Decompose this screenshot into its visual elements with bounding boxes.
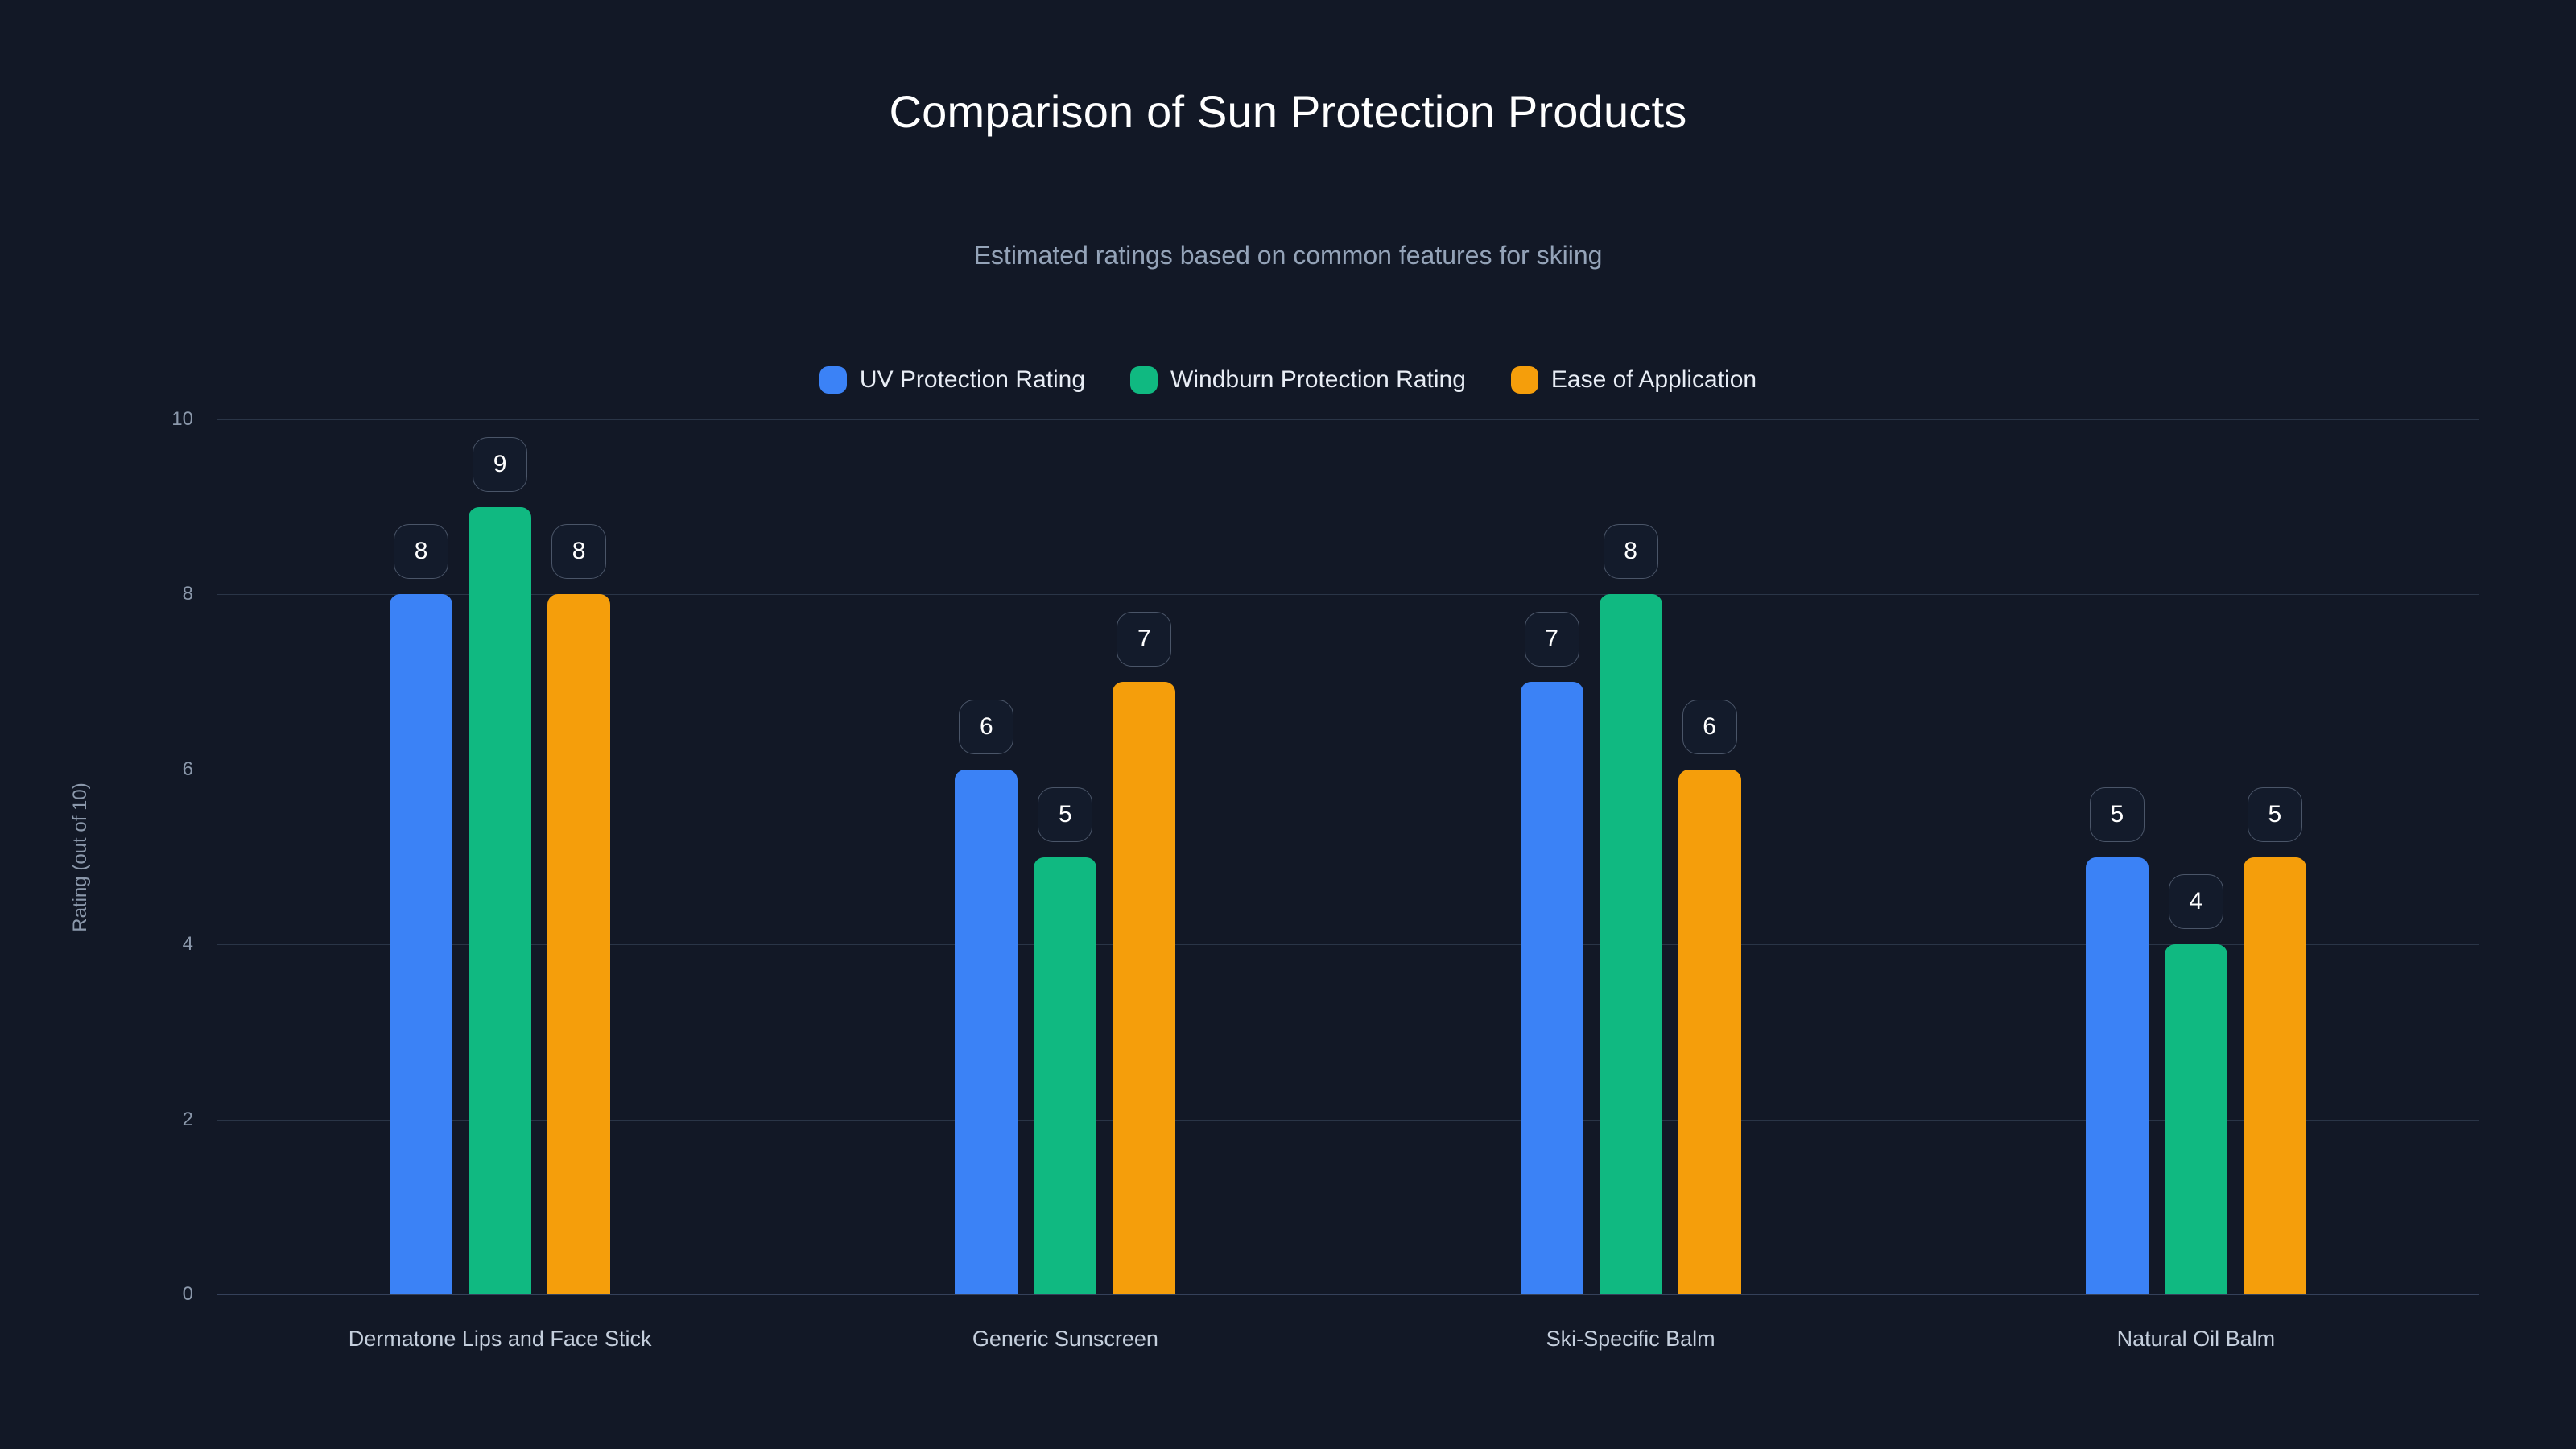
chart-title: Comparison of Sun Protection Products (889, 86, 1687, 137)
y-tick-label: 2 (182, 1108, 193, 1130)
y-tick-label: 0 (182, 1283, 193, 1305)
y-axis-title: Rating (out of 10) (69, 782, 91, 932)
bar[interactable] (2164, 944, 2227, 1294)
x-category-label: Dermatone Lips and Face Stick (348, 1327, 652, 1351)
legend-item-0[interactable]: UV Protection Rating (819, 366, 1085, 394)
gridline (217, 944, 2479, 946)
legend-item-2[interactable]: Ease of Application (1510, 366, 1757, 394)
bar-value-label: 4 (2168, 874, 2223, 930)
chart-legend: UV Protection Rating Windburn Protection … (0, 366, 2576, 394)
bar[interactable] (469, 506, 532, 1294)
x-category-label: Ski-Specific Balm (1546, 1327, 1715, 1351)
x-category-label: Generic Sunscreen (972, 1327, 1158, 1351)
bar[interactable] (1599, 594, 1662, 1294)
bar-value-label: 5 (1038, 786, 1093, 842)
chart-subtitle: Estimated ratings based on common featur… (973, 241, 1603, 270)
bar[interactable] (1113, 682, 1176, 1294)
bar-value-label: 7 (1117, 612, 1172, 667)
bar[interactable] (2085, 857, 2149, 1294)
y-tick-label: 6 (182, 758, 193, 780)
bar-value-label: 5 (2089, 786, 2145, 842)
x-axis-baseline (217, 1294, 2479, 1295)
y-tick-label: 4 (182, 933, 193, 956)
x-category-label: Natural Oil Balm (2116, 1327, 2276, 1351)
legend-swatch-icon (1130, 366, 1158, 394)
gridline (217, 1119, 2479, 1121)
bar-value-label: 6 (1682, 699, 1737, 754)
bar[interactable] (1034, 857, 1097, 1294)
bar[interactable] (547, 594, 611, 1294)
bar-value-label: 7 (1524, 612, 1579, 667)
legend-swatch-icon (1510, 366, 1538, 394)
bar-value-label: 8 (394, 524, 449, 580)
bar-value-label: 8 (1603, 524, 1658, 580)
gridline (217, 594, 2479, 596)
legend-label: Windburn Protection Rating (1170, 366, 1466, 393)
bar-value-label: 5 (2247, 786, 2302, 842)
bar-value-label: 6 (959, 699, 1014, 754)
bar[interactable] (390, 594, 453, 1294)
legend-label: Ease of Application (1550, 366, 1757, 393)
y-tick-label: 10 (171, 408, 193, 430)
bar-value-label: 9 (473, 436, 528, 492)
legend-swatch-icon (819, 366, 847, 394)
bar[interactable] (955, 769, 1018, 1294)
bar[interactable] (1520, 682, 1583, 1294)
bar-value-label: 8 (551, 524, 607, 580)
legend-label: UV Protection Rating (859, 366, 1086, 393)
y-tick-label: 8 (182, 583, 193, 605)
legend-item-1[interactable]: Windburn Protection Rating (1130, 366, 1466, 394)
gridline (217, 419, 2479, 420)
bar[interactable] (2243, 857, 2306, 1294)
bar[interactable] (1678, 769, 1741, 1294)
